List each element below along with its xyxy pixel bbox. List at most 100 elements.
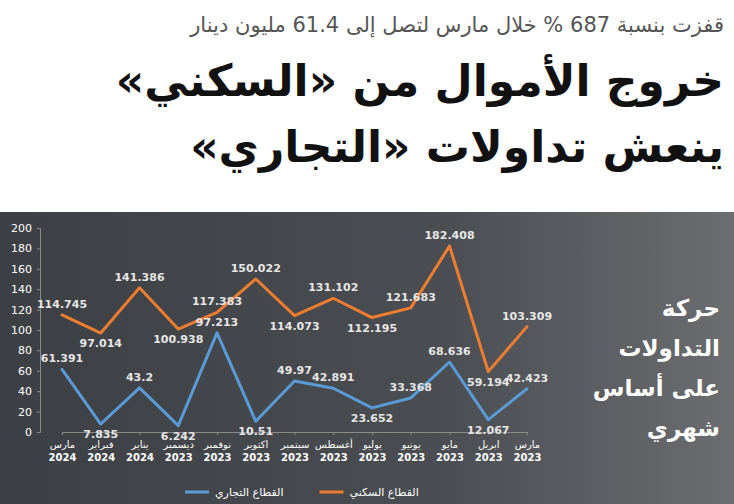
x-tick-mark	[295, 432, 296, 435]
x-tick: مارس 2023	[514, 432, 542, 463]
legend-label: القطاع السكني	[350, 486, 419, 499]
x-tick-label-line: 2023	[281, 452, 309, 463]
y-tick-label: 140	[11, 283, 32, 296]
x-tick-label-line: 2024	[87, 452, 115, 463]
x-tick: مايو2023	[436, 432, 464, 463]
data-label: 59.194	[467, 376, 510, 389]
y-tick: 0	[25, 426, 40, 439]
data-label: 182.408	[424, 229, 474, 242]
y-tick-label: 100	[11, 324, 32, 337]
data-label: 103.309	[502, 310, 552, 323]
y-tick: 180	[11, 242, 40, 255]
data-label: 150.022	[231, 262, 281, 275]
legend-swatch	[320, 491, 344, 494]
x-tick-label: مارس 2023	[514, 439, 542, 463]
x-tick-label: سبتمبر 2023	[280, 439, 310, 463]
y-tick-mark	[37, 330, 40, 331]
x-tick-label-line: سبتمبر	[280, 439, 310, 450]
y-tick-label: 40	[18, 385, 32, 398]
data-label: 131.102	[308, 281, 358, 294]
y-tick: 60	[18, 365, 40, 378]
data-label: 121.683	[386, 291, 436, 304]
data-label: 12.067	[467, 424, 509, 437]
x-tick-mark	[62, 432, 63, 435]
y-tick: 40	[18, 385, 40, 398]
x-tick: يونيو 2023	[397, 432, 425, 463]
x-tick-label-line: 2023	[204, 452, 232, 463]
y-tick-label: 80	[18, 344, 32, 357]
x-tick: أغسطس2023	[315, 432, 353, 463]
y-tick: 140	[11, 283, 40, 296]
x-tick-mark	[527, 432, 528, 435]
x-tick-label: مايو2023	[436, 439, 464, 463]
data-label: 114.745	[37, 298, 87, 311]
lines	[62, 246, 527, 426]
data-label: 100.938	[153, 333, 203, 346]
x-tick-label-line: يوليو	[362, 439, 382, 450]
y-tick-mark	[37, 228, 40, 229]
data-label: 6.242	[161, 430, 196, 443]
x-tick-label: يوليو 2023	[359, 439, 387, 463]
x-tick-mark	[333, 432, 334, 435]
data-label: 114.073	[269, 320, 319, 333]
x-tick-label: فبراير2024	[87, 439, 115, 463]
x-tick-label-line: 2023	[242, 452, 270, 463]
x-tick-label-line: 2023	[475, 452, 503, 463]
x-tick-label: أغسطس2023	[315, 438, 353, 463]
data-label: 68.636	[428, 345, 471, 358]
y-tick-mark	[37, 412, 40, 413]
x-tick-label-line: مارس	[515, 439, 540, 450]
x-tick-label-line: ابريل	[478, 439, 499, 450]
y-tick-label: 60	[18, 365, 32, 378]
data-label: 112.195	[347, 322, 397, 335]
x-tick-label-line: يناير	[130, 439, 148, 450]
data-label: 7.835	[83, 428, 118, 441]
y-axis: 020406080100120140160180200	[11, 222, 41, 439]
x-tick-label-line: مارس	[50, 439, 75, 450]
x-tick: نوفمبر2023	[203, 432, 231, 463]
x-tick-label-line: 2023	[397, 452, 425, 463]
page: {"chart_data": { "type": "line", "subtit…	[0, 0, 734, 504]
x-tick-label-line: 2024	[126, 452, 154, 463]
y-tick-label: 0	[25, 426, 32, 439]
x-tick-mark	[411, 432, 412, 435]
y-tick-mark	[37, 432, 40, 433]
x-tick-label: اكتوبر2023	[242, 439, 270, 463]
x-tick-label-line: 2023	[514, 452, 542, 463]
data-label: 61.391	[41, 352, 83, 365]
x-tick-label-line: 2023	[359, 452, 387, 463]
data-label: 23.652	[351, 412, 393, 425]
x-tick-mark	[217, 432, 218, 435]
y-tick-label: 180	[11, 242, 32, 255]
y-tick: 100	[11, 324, 40, 337]
y-axis-line	[37, 229, 41, 433]
x-tick-label: يونيو 2023	[397, 439, 425, 463]
x-tick-label: يناير 2024	[126, 439, 154, 463]
y-tick-label: 20	[18, 406, 32, 419]
y-tick-label: 200	[11, 222, 32, 235]
series-line	[62, 333, 527, 426]
y-tick-mark	[37, 350, 40, 351]
x-tick-label-line: مايو	[441, 439, 458, 450]
data-label: 141.386	[114, 271, 164, 284]
x-tick: يوليو 2023	[359, 432, 387, 463]
legend-item: القطاع التجاري	[185, 486, 284, 499]
x-tick-label-line: 2023	[165, 452, 193, 463]
y-tick-label: 160	[11, 263, 32, 276]
x-tick: سبتمبر 2023	[280, 432, 310, 463]
x-tick-label: نوفمبر2023	[203, 439, 231, 463]
y-tick-mark	[37, 269, 40, 270]
x-tick-mark	[450, 432, 451, 435]
legend: القطاع التجاري القطاع السكني	[185, 486, 419, 499]
series-line	[62, 246, 527, 372]
x-tick-label-line: يونيو	[401, 439, 421, 450]
x-tick: مارس 2024	[49, 432, 77, 463]
data-label: 97.014	[80, 337, 123, 350]
y-tick-mark	[37, 391, 40, 392]
x-tick-mark	[140, 432, 141, 435]
data-label: 117.383	[192, 295, 242, 308]
x-tick-label: مارس 2024	[49, 439, 77, 463]
data-labels: 61.3917.83543.26.24297.21310.5149.9742.8…	[37, 229, 552, 443]
x-tick-label-line: 2024	[49, 452, 77, 463]
x-axis-line	[63, 433, 528, 436]
